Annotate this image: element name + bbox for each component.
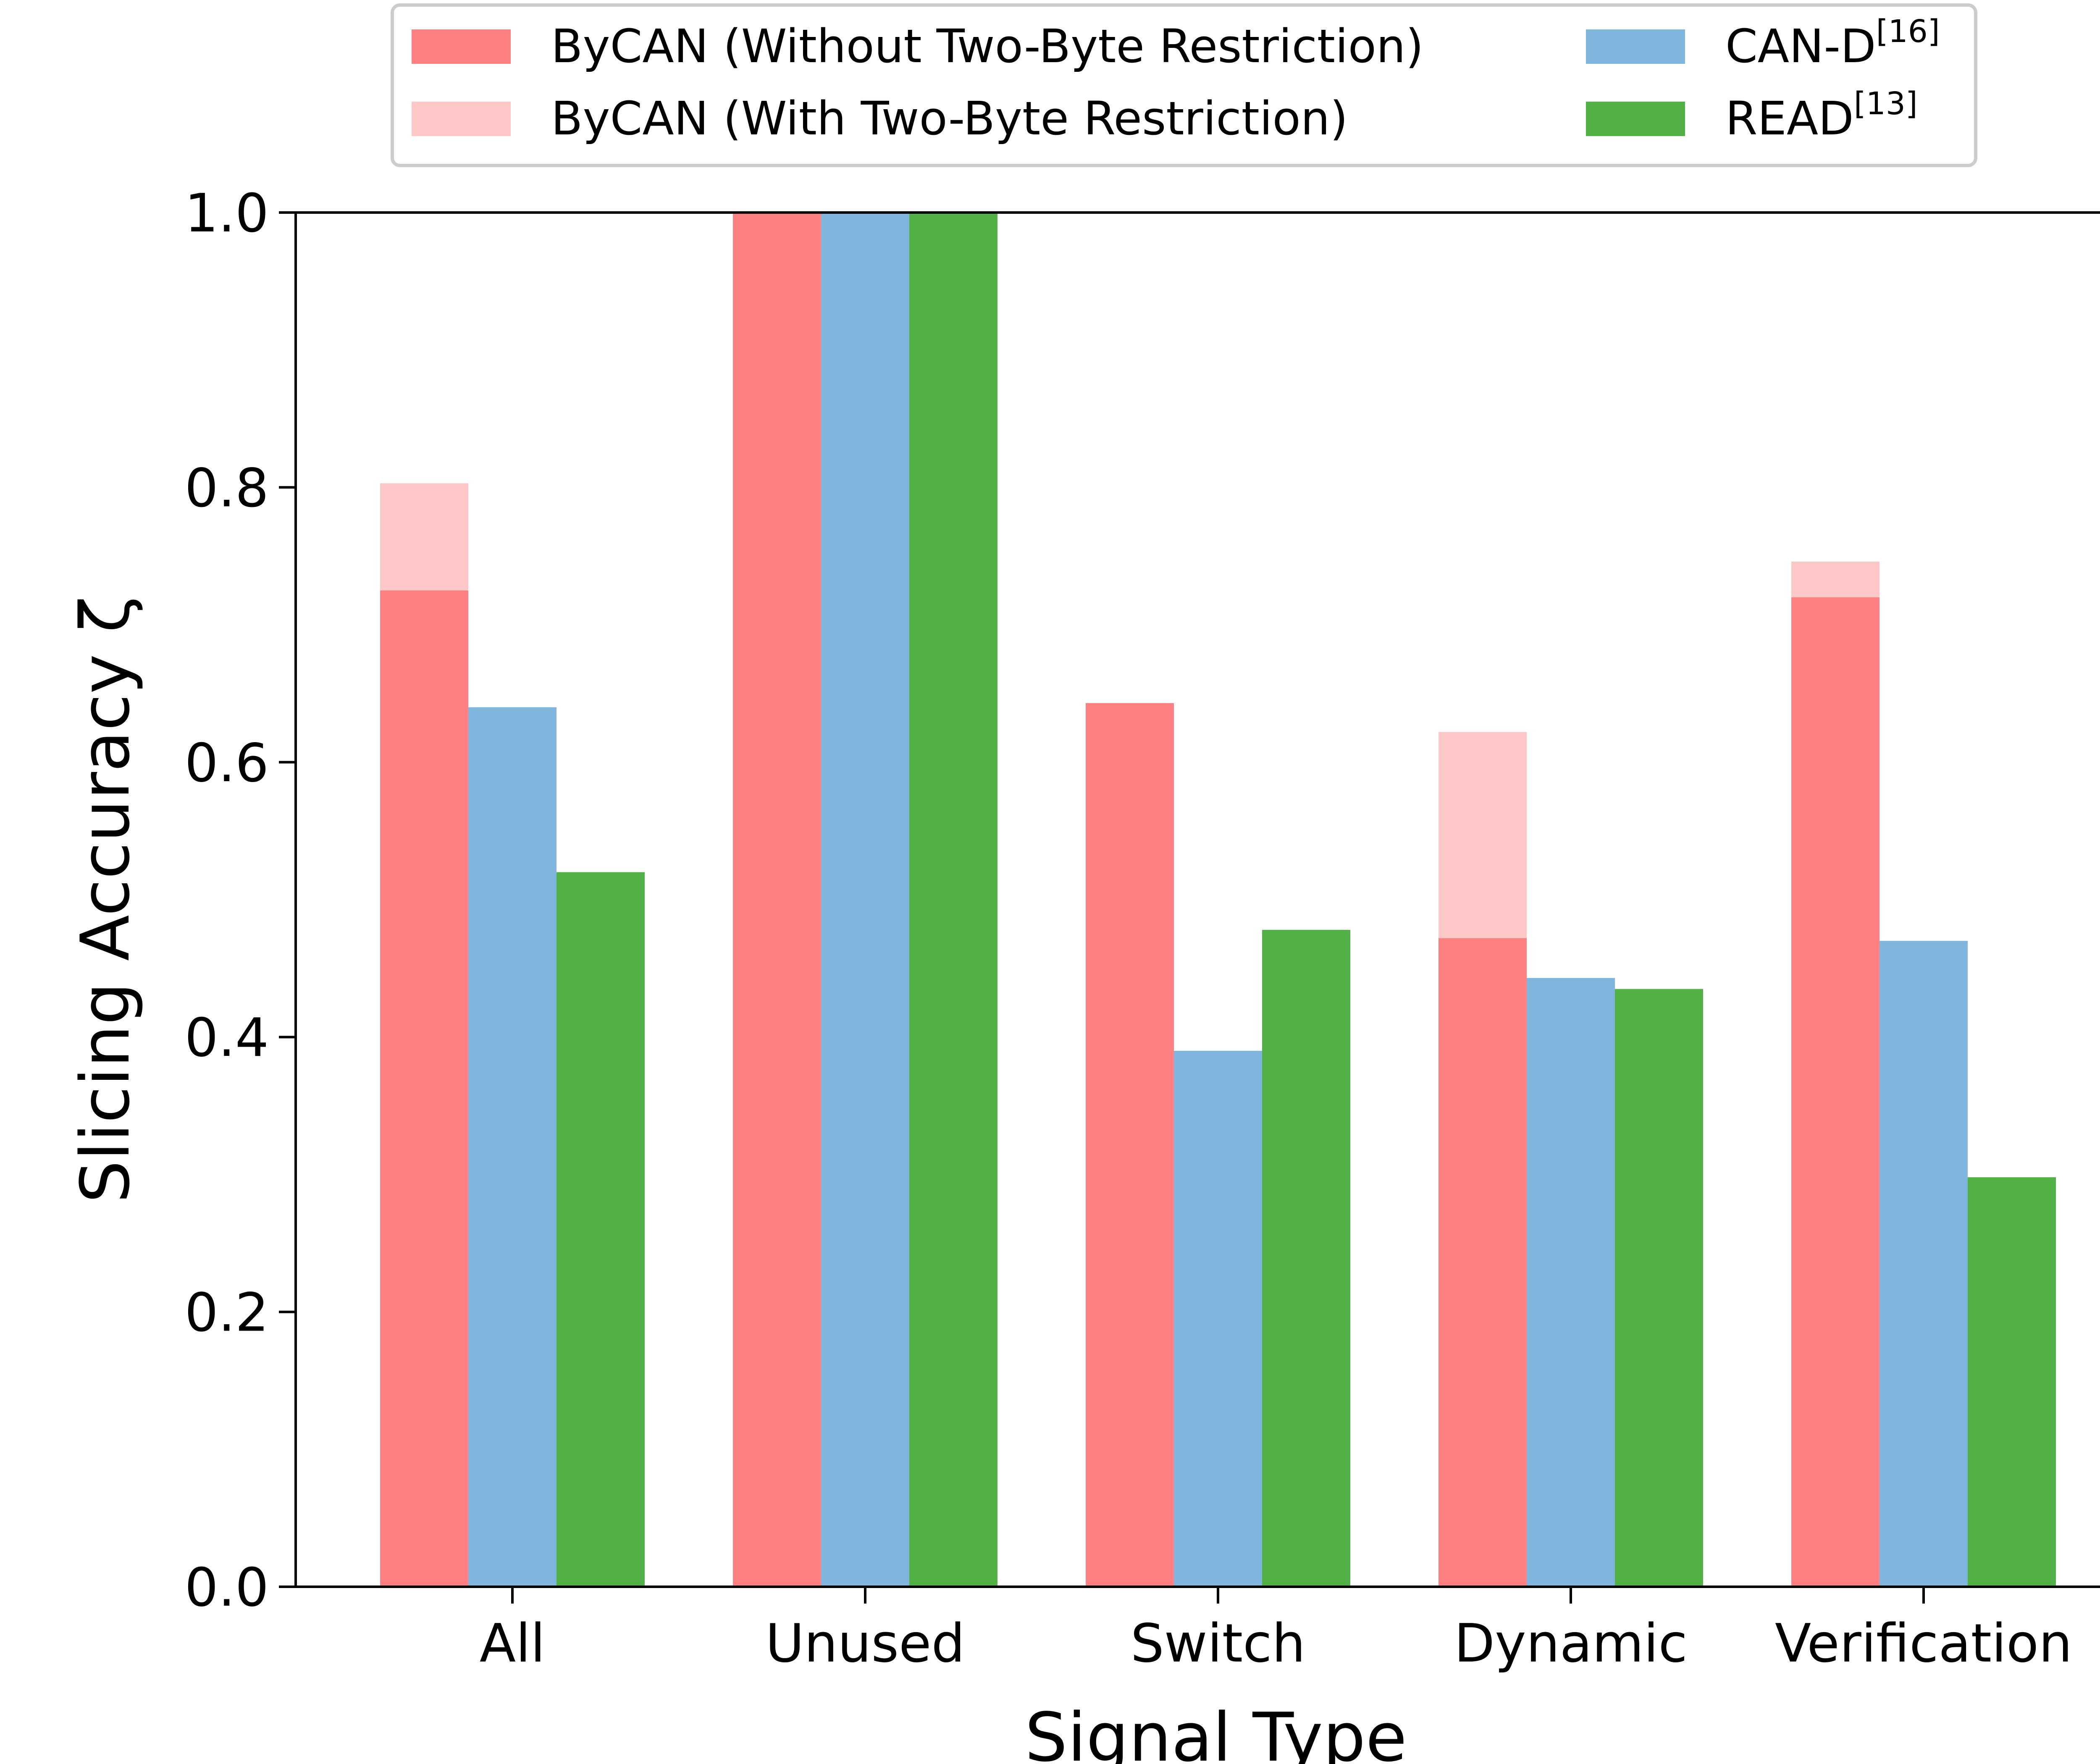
x-tick-label-all: All [480, 1612, 545, 1674]
y-axis-ticks: 0.0 0.2 0.4 0.6 0.8 1.0 [185, 182, 296, 1618]
x-axis-ticks: All Unused Switch Dynamic Verification [480, 1587, 2072, 1674]
bar-dynamic-bycan-without-two-byte-restriction [1438, 938, 1527, 1587]
legend-swatch-bycan-with [412, 102, 511, 136]
y-tick-label: 0.2 [185, 1282, 269, 1344]
bar-all-bycan-without-two-byte-restriction [380, 590, 468, 1587]
y-tick-label: 0.8 [185, 457, 269, 519]
legend-label-read: READ[13] [1725, 86, 1918, 145]
x-tick-label-dynamic: Dynamic [1454, 1612, 1688, 1674]
bar-dynamic-can-d [1527, 978, 1615, 1587]
bar-unused-bycan-without-two-byte-restriction [733, 213, 821, 1587]
bar-verification-bycan-without-two-byte-restriction [1791, 597, 1880, 1587]
bar-all-can-d [468, 707, 556, 1587]
x-tick-label-switch: Switch [1131, 1612, 1306, 1674]
x-tick-label-verification: Verification [1775, 1612, 2072, 1674]
bar-verification-read [1968, 1177, 2056, 1587]
x-tick-label-unused: Unused [765, 1612, 965, 1674]
bar-switch-read [1262, 929, 1350, 1587]
y-tick-label: 0.4 [185, 1007, 269, 1068]
bar-switch-bycan-without-two-byte-restriction [1086, 703, 1174, 1587]
legend-swatch-can-d [1586, 29, 1685, 64]
y-tick-label: 0.6 [185, 732, 269, 794]
plot-frame [294, 211, 2100, 1588]
y-axis-title: Slicing Accuracy ζ [66, 596, 144, 1203]
bar-all-read [556, 872, 645, 1587]
x-axis-title: Signal Type [1025, 1698, 1407, 1764]
legend-label-can-d-sup: [16] [1876, 13, 1940, 50]
bar-unused-read [909, 213, 998, 1587]
bar-unused-can-d [821, 213, 909, 1587]
legend-label-bycan-without: ByCAN (Without Two-Byte Restriction) [551, 19, 1424, 73]
y-tick-label: 0.0 [185, 1557, 269, 1618]
bar-dynamic-read [1615, 989, 1703, 1587]
legend-label-read-sup: [13] [1854, 86, 1918, 122]
legend-label-bycan-with: ByCAN (With Two-Byte Restriction) [551, 92, 1348, 145]
legend-swatch-read [1586, 102, 1685, 136]
legend-frame [391, 3, 1977, 167]
legend-label-can-d: CAN-D[16] [1725, 13, 1940, 73]
y-tick-label: 1.0 [185, 182, 269, 244]
bar-verification-can-d [1880, 941, 1968, 1587]
bar-switch-can-d [1174, 1050, 1262, 1587]
legend-label-read-name: READ [1725, 92, 1854, 145]
legend-swatch-bycan-without [412, 29, 511, 64]
legend: ByCAN (Without Two-Byte Restriction) ByC… [391, 3, 1977, 167]
bars-group [380, 213, 2056, 1587]
legend-label-can-d-name: CAN-D [1725, 19, 1876, 73]
